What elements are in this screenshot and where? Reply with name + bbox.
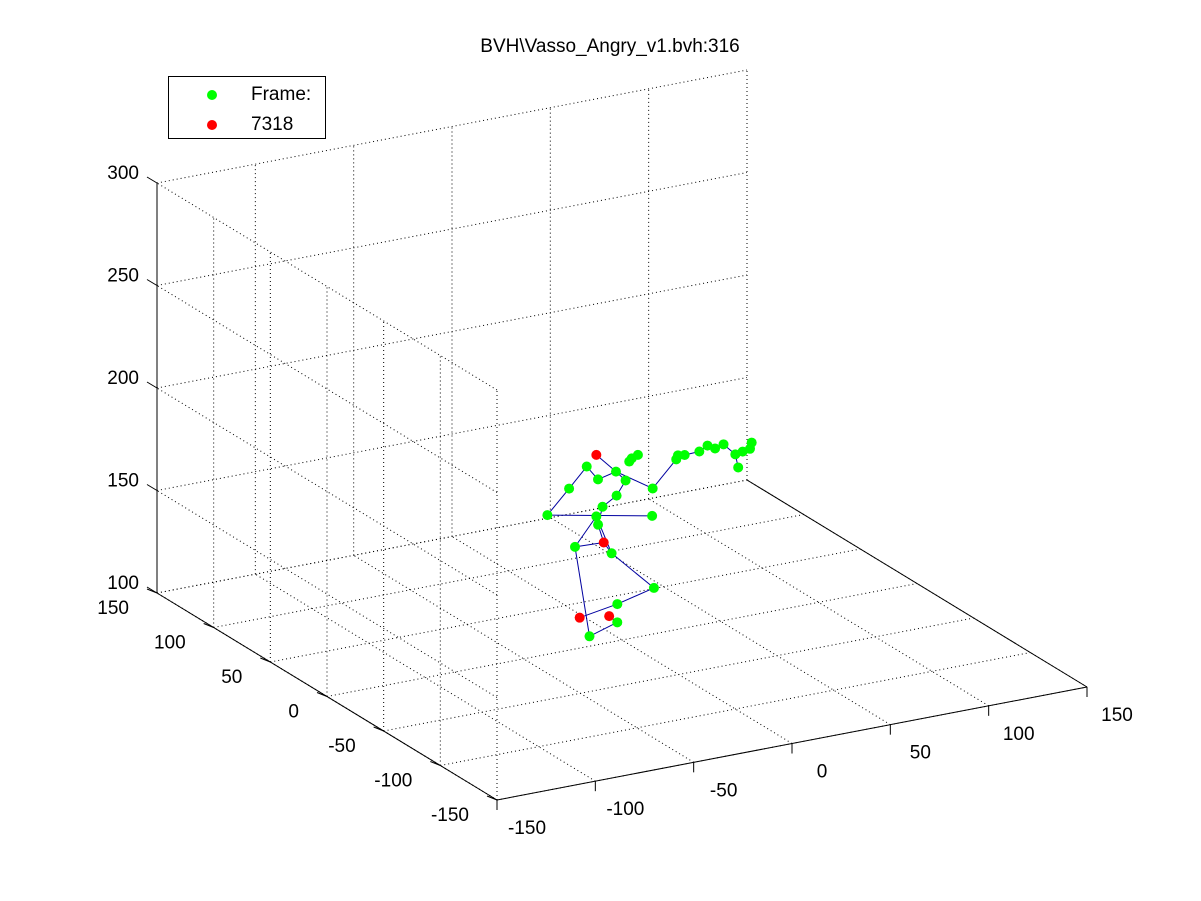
- grid-line-backwall-z: [156, 172, 748, 286]
- y-tick-label: 150: [97, 598, 129, 619]
- y-tick-mark: [260, 657, 271, 663]
- joint-point-green: [620, 475, 631, 486]
- joint-point-green: [542, 510, 553, 521]
- joint-point-green: [584, 631, 595, 642]
- joint-point-green: [606, 548, 617, 559]
- grid-line-backwall-z: [156, 377, 748, 491]
- z-tick-mark: [146, 279, 158, 286]
- z-tick-label: 150: [107, 471, 139, 492]
- joint-point-green: [733, 462, 744, 473]
- y-tick-mark: [373, 726, 384, 732]
- z-tick-mark: [146, 381, 158, 389]
- joint-point-green: [647, 483, 658, 494]
- joint-point-green: [647, 510, 658, 521]
- y-tick-mark: [430, 761, 441, 766]
- x-tick-label: 100: [1003, 724, 1035, 745]
- y-tick-label: 50: [221, 667, 242, 688]
- joint-point-green: [702, 440, 713, 451]
- joint-point-green: [718, 439, 729, 450]
- z-tick-mark: [146, 586, 158, 594]
- joint-point-green: [581, 461, 592, 472]
- x-tick-label: 0: [817, 762, 828, 783]
- skeleton-bone: [589, 621, 618, 637]
- joint-point-green: [694, 446, 705, 457]
- skeleton-joints: [542, 437, 757, 642]
- legend-marker-red: [207, 120, 217, 130]
- z-tick-label: 250: [107, 266, 139, 287]
- z-tick-label: 100: [107, 573, 139, 594]
- y-tick-label: -100: [374, 771, 412, 792]
- joint-point-green: [597, 501, 608, 512]
- y-tick-mark: [486, 795, 498, 801]
- z-tick-label: 200: [107, 368, 139, 389]
- x-max-edge: [746, 479, 1088, 688]
- joint-point-green: [612, 617, 623, 628]
- joint-point-green: [632, 449, 643, 460]
- tick-labels: -150 -100 -50 0 50 100 150 -150 -100 -50 0 50 100 150…: [97, 163, 1133, 839]
- grid-line-sidewall-z: [156, 285, 498, 493]
- y-tick-label: -150: [431, 805, 469, 826]
- x-tick-label: 150: [1101, 705, 1133, 726]
- y-tick-label: -50: [328, 736, 355, 757]
- joint-point-red: [598, 537, 609, 548]
- skeleton-bone: [574, 546, 590, 637]
- joint-point-red: [591, 449, 602, 460]
- y-tick-label: 100: [154, 633, 186, 654]
- z-tick-mark: [146, 176, 158, 184]
- x-tick-label: -150: [508, 818, 546, 839]
- joint-point-green: [611, 466, 621, 477]
- grid-line-floor-y: [440, 652, 1031, 766]
- joint-point-green: [593, 474, 603, 485]
- grid-line-floor-y: [383, 617, 974, 732]
- x-tick-label: 50: [910, 743, 931, 764]
- axes: [146, 176, 1088, 810]
- skeleton-bone: [579, 603, 618, 619]
- z-tick-mark: [146, 484, 158, 491]
- grid-line-sidewall-z: [156, 490, 498, 698]
- legend-marker-green: [207, 90, 217, 100]
- legend: Frame: 7318: [168, 76, 326, 139]
- grid-line-backwall-z: [156, 69, 748, 184]
- grid: [156, 69, 1088, 801]
- joint-point-green: [591, 511, 602, 522]
- y-tick-label: 0: [288, 702, 299, 723]
- skeleton-bones: [547, 442, 753, 637]
- y-tick-mark: [316, 692, 328, 697]
- legend-item-frame: Frame:: [169, 83, 325, 107]
- y-tick-mark: [203, 623, 214, 628]
- skeleton-bone: [617, 587, 655, 605]
- skeleton-bone: [615, 471, 653, 489]
- skeleton-bone: [574, 516, 597, 548]
- legend-label: Frame:: [251, 84, 312, 105]
- chart-title: BVH\Vasso_Angry_v1.bvh:316: [480, 36, 739, 57]
- x-tick-label: -50: [710, 780, 737, 801]
- joint-point-red: [604, 611, 615, 622]
- skeleton-bone: [547, 488, 570, 516]
- skeleton-bone: [652, 459, 677, 489]
- z-tick-label: 300: [107, 163, 139, 184]
- joint-point-green: [679, 450, 690, 460]
- legend-item-7318: 7318: [169, 113, 325, 137]
- joint-point-green: [648, 582, 659, 593]
- joint-point-green: [611, 490, 622, 501]
- legend-label: 7318: [251, 114, 294, 135]
- joint-point-green: [746, 437, 757, 448]
- joint-point-green: [593, 519, 604, 530]
- joint-point-green: [564, 483, 575, 494]
- joint-point-green: [612, 599, 623, 610]
- joint-point-green: [710, 443, 721, 454]
- grid-line-floor-y: [270, 548, 861, 663]
- grid-line-backwall-z: [156, 274, 748, 389]
- joint-point-red: [574, 612, 585, 623]
- skeleton-bone: [611, 552, 655, 589]
- grid-line-floor-y: [326, 583, 918, 697]
- joint-point-green: [570, 541, 580, 552]
- grid-line-backwall-z: [156, 479, 748, 594]
- x-tick-label: -100: [606, 799, 644, 820]
- grid-line-floor-y: [213, 514, 804, 628]
